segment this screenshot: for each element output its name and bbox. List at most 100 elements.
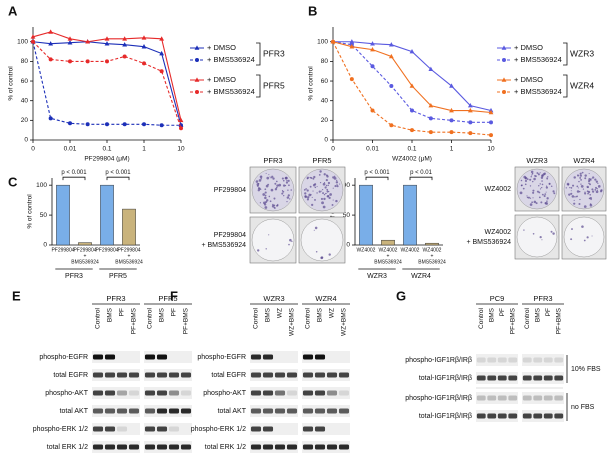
colony [522, 187, 525, 190]
colony [281, 177, 284, 180]
colony [550, 230, 553, 233]
colony [265, 200, 268, 204]
point [159, 50, 165, 56]
colony [284, 176, 288, 180]
plate-column-label: PFR5 [312, 156, 331, 165]
colony [539, 236, 542, 239]
series-line [332, 41, 492, 136]
x-tick-label: + [84, 253, 87, 259]
blot-strip [250, 441, 298, 453]
point [388, 42, 394, 47]
point [349, 39, 355, 44]
y-tick-label: 0 [324, 137, 328, 144]
colony [583, 239, 586, 242]
point [410, 108, 414, 113]
band [314, 354, 326, 360]
colony [597, 185, 601, 188]
colony [520, 179, 523, 182]
colony [520, 184, 523, 187]
legend-label: + BMS536924 [514, 55, 562, 64]
panel-letter: F [170, 288, 178, 303]
point [85, 59, 90, 64]
colony [595, 180, 598, 183]
colony [541, 174, 544, 177]
colony [257, 183, 260, 185]
point [178, 117, 184, 123]
colony [524, 183, 527, 186]
colony [287, 189, 289, 191]
blot-strip [144, 441, 192, 453]
legend-marker [501, 45, 507, 50]
band [92, 408, 104, 414]
colony [311, 196, 313, 198]
band [554, 375, 564, 381]
colony [529, 197, 532, 199]
lane-label: Control [95, 307, 102, 329]
colony [264, 206, 268, 209]
point [389, 83, 394, 88]
band [116, 408, 128, 414]
blot-strip [144, 405, 192, 417]
band [487, 413, 497, 419]
band [116, 372, 128, 378]
colony [282, 190, 285, 193]
plate-dish [251, 218, 295, 262]
colony [541, 193, 544, 196]
point [31, 39, 35, 44]
colony [269, 176, 271, 178]
colony [312, 190, 314, 192]
bar [425, 242, 439, 246]
plate-row-label: + BMS536924 [466, 239, 511, 246]
point [141, 44, 147, 49]
band [338, 390, 350, 396]
y-tick-label: 50 [343, 212, 351, 219]
colony [304, 192, 307, 195]
colony [339, 183, 341, 185]
group-label: WZR4 [315, 294, 336, 303]
colony [321, 190, 323, 192]
colony [578, 180, 580, 183]
band [180, 408, 192, 414]
colony [264, 196, 267, 200]
colony [596, 188, 598, 190]
series-line [32, 41, 181, 126]
point [370, 47, 375, 52]
colony [534, 175, 537, 178]
panel-letter: G [396, 288, 406, 303]
colony [539, 172, 541, 174]
colony [331, 203, 334, 206]
band [497, 395, 507, 401]
point [142, 61, 146, 66]
lane-label: BMS [488, 307, 495, 322]
point [410, 128, 414, 133]
colony [322, 192, 324, 195]
colony [314, 198, 316, 201]
bar [403, 184, 417, 246]
x-tick-label: + [128, 253, 131, 259]
colony [336, 185, 339, 188]
colony [532, 180, 534, 183]
legend-group: WZR3 [570, 48, 594, 58]
colony [291, 240, 293, 243]
colony [569, 186, 571, 189]
legend-marker [502, 90, 506, 94]
band [156, 354, 168, 360]
colony [332, 176, 335, 179]
plate-dish [300, 168, 344, 212]
band [128, 372, 140, 378]
group-label: PC9 [490, 294, 505, 303]
point [349, 44, 355, 49]
point [489, 133, 493, 138]
condition-label: no FBS [571, 404, 595, 411]
colony [303, 189, 306, 191]
colony [581, 225, 584, 228]
colony [268, 234, 270, 236]
band [262, 354, 274, 360]
colony [579, 174, 582, 177]
band [476, 375, 486, 381]
plate-dish [516, 216, 558, 258]
row-label: total EGFR [211, 372, 246, 379]
colony [526, 195, 528, 197]
point [428, 116, 433, 121]
y-tick-label: 0 [24, 137, 28, 144]
